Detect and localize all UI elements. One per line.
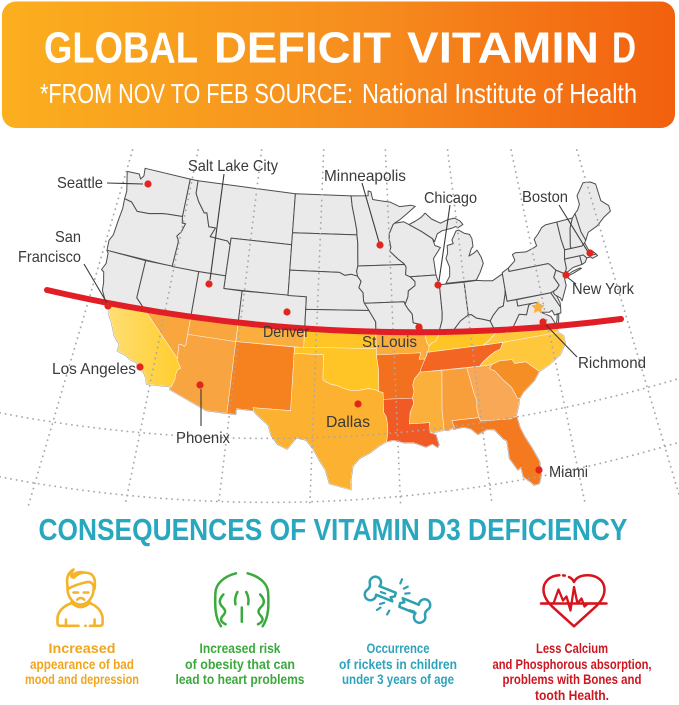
svg-text:DEFICIT: DEFICIT (214, 24, 391, 73)
svg-text:Salt Lake City: Salt Lake City (188, 158, 278, 175)
svg-text:Chicago: Chicago (424, 190, 477, 207)
svg-text:CONSEQUENCES OF VITAMIN D3 DEF: CONSEQUENCES OF VITAMIN D3 DEFICIENCY (39, 512, 628, 547)
svg-text:Denver: Denver (263, 324, 310, 341)
svg-text:Increased risk: Increased risk (200, 641, 281, 656)
svg-text:Phoenix: Phoenix (176, 430, 230, 447)
svg-text:appearance of bad: appearance of bad (30, 657, 134, 672)
svg-text:under 3 years of age: under 3 years of age (342, 672, 454, 687)
svg-text:Boston: Boston (522, 189, 568, 206)
svg-text:GLOBAL: GLOBAL (44, 24, 198, 73)
svg-text:New York: New York (572, 281, 635, 298)
svg-text:Seattle: Seattle (57, 175, 103, 192)
svg-text:Increased: Increased (49, 641, 116, 656)
svg-text:National Institute of Health: National Institute of Health (362, 78, 637, 109)
svg-text:Francisco: Francisco (18, 249, 81, 266)
svg-text:Dallas: Dallas (326, 414, 370, 431)
svg-text:VITAMIN: VITAMIN (407, 24, 599, 73)
svg-text:Richmond: Richmond (578, 355, 646, 372)
svg-text:San: San (55, 229, 81, 246)
svg-text:mood and depression: mood and depression (25, 672, 139, 687)
svg-text:Los Angeles: Los Angeles (52, 361, 136, 378)
svg-text:D: D (612, 24, 636, 73)
svg-text:St.Louis: St.Louis (362, 334, 417, 351)
svg-text:Miami: Miami (549, 464, 588, 481)
svg-text:of rickets in children: of rickets in children (339, 657, 457, 672)
svg-text:Occurrence: Occurrence (367, 641, 430, 656)
svg-text:lead to heart problems: lead to heart problems (176, 672, 305, 687)
svg-text:Less Calcium: Less Calcium (536, 641, 608, 656)
svg-text:*FROM NOV TO FEB SOURCE:: *FROM NOV TO FEB SOURCE: (40, 78, 353, 109)
svg-text:tooth Health.: tooth Health. (535, 688, 609, 703)
svg-text:and Phosphorous absorption,: and Phosphorous absorption, (493, 657, 652, 672)
svg-text:Minneapolis: Minneapolis (324, 168, 406, 185)
svg-text:of obesity that can: of obesity that can (185, 657, 295, 672)
svg-text:problems with Bones and: problems with Bones and (503, 672, 642, 687)
